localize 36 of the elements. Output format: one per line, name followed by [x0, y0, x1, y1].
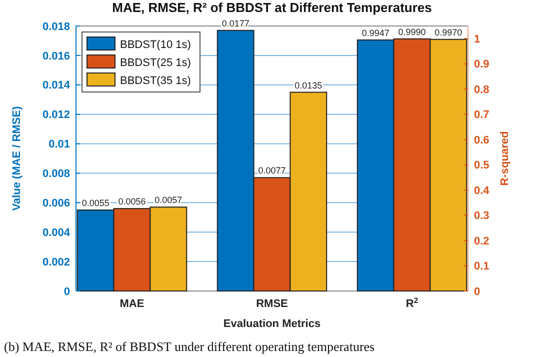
text: (b) MAE, RMSE, R² of BBDST under different operating temperatures	[4, 339, 375, 354]
y2-tick-label: 0.9	[474, 58, 490, 71]
y-tick-label: 0.004	[42, 226, 71, 239]
legend-label: BBDST(25 1s)	[120, 56, 191, 69]
data-label: 0.9970	[434, 27, 462, 38]
y2-tick-label: 0.1	[474, 260, 490, 273]
y2-tick-label: 0.8	[474, 84, 490, 96]
y2-tick-label: 0.6	[474, 134, 490, 146]
y2-axis-title: R-squared	[499, 131, 511, 186]
y-tick-label: 0.012	[42, 109, 70, 122]
y2-tick-label: 1	[474, 33, 480, 46]
y-tick-label: 0.018	[42, 20, 70, 33]
y-tick-label: 0.008	[42, 168, 70, 180]
x-tick-label: RMSE	[256, 298, 288, 310]
y-tick-label: 0	[64, 286, 70, 298]
y-tick-label: 0.002	[42, 256, 70, 268]
data-label: 0.0177	[222, 18, 250, 28]
y2-tick-label: 0.7	[474, 109, 490, 122]
y-tick-label: 0.01	[48, 138, 70, 151]
y2-tick-label: 0.5	[474, 160, 490, 172]
y-tick-label: 0.006	[42, 198, 70, 210]
y-tick-label: 0.016	[42, 50, 70, 62]
chart-title: MAE, RMSE, R² of BBDST at Different Temperatures	[112, 0, 432, 15]
x-axis-title: Evaluation Metrics	[223, 318, 321, 330]
y-axis-title: Value (MAE / RMSE)	[11, 106, 23, 211]
x-tick-label: R$^{2}$	[406, 296, 418, 310]
y2-tick-label: 0.2	[474, 235, 490, 248]
y2-tick-label: 0	[474, 286, 480, 298]
y2-tick-label: 0.3	[474, 210, 490, 222]
x-tick-label: MAE	[120, 298, 144, 310]
data-label: 0.9990	[398, 26, 426, 37]
legend-label: BBDST(10 1s)	[120, 38, 191, 51]
y2-tick-label: 0.4	[474, 184, 490, 197]
y-tick-label: 0.014	[42, 80, 71, 92]
legend-label: BBDST(35 1s)	[120, 74, 191, 87]
data-label: 0.9947	[362, 28, 390, 38]
